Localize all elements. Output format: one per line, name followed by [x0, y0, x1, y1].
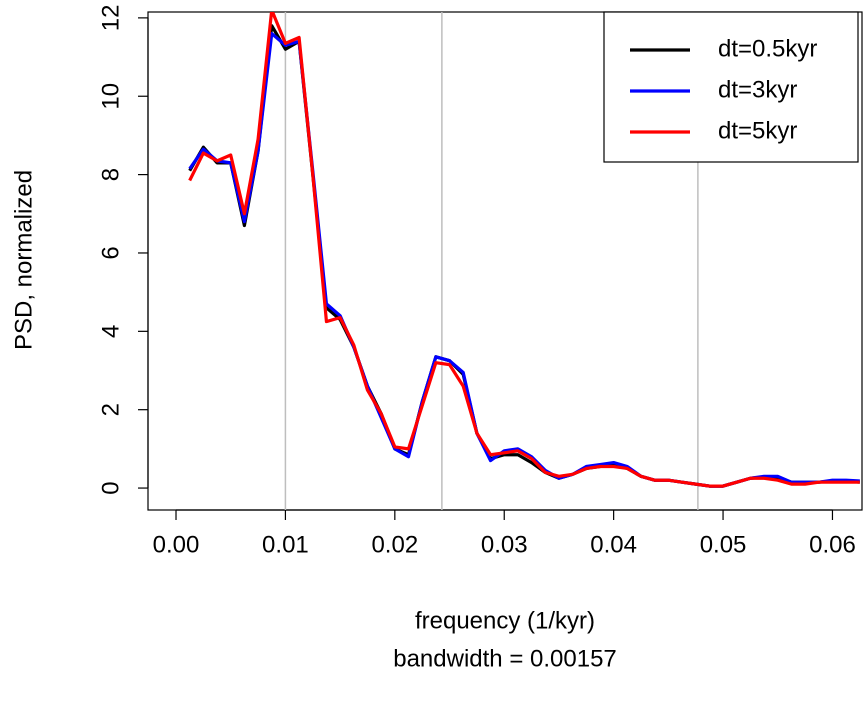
data-line: [188, 12, 860, 488]
legend-label: dt=0.5kyr: [718, 35, 817, 62]
subtitle: bandwidth = 0.00157: [393, 645, 617, 672]
legend-label: dt=5kyr: [718, 117, 797, 144]
y-tick-label: 8: [97, 168, 124, 181]
legend-box: [603, 11, 859, 163]
y-tick-label: 4: [97, 325, 124, 338]
x-tick-label: 0.05: [700, 531, 747, 558]
x-tick-label: 0.01: [262, 531, 309, 558]
x-axis-label: frequency (1/kyr): [415, 607, 595, 634]
y-axis-label: PSD, normalized: [10, 170, 37, 350]
x-tick-label: 0.00: [153, 531, 200, 558]
x-tick-label: 0.04: [590, 531, 637, 558]
y-tick-label: 0: [97, 481, 124, 494]
y-tick-label: 12: [97, 5, 124, 32]
x-tick-label: 0.06: [809, 531, 856, 558]
y-tick-label: 6: [97, 246, 124, 259]
legend-label: dt=3kyr: [718, 76, 797, 103]
x-tick-label: 0.02: [371, 531, 418, 558]
x-tick-label: 0.03: [481, 531, 528, 558]
y-tick-label: 2: [97, 403, 124, 416]
y-tick-label: 10: [97, 83, 124, 110]
